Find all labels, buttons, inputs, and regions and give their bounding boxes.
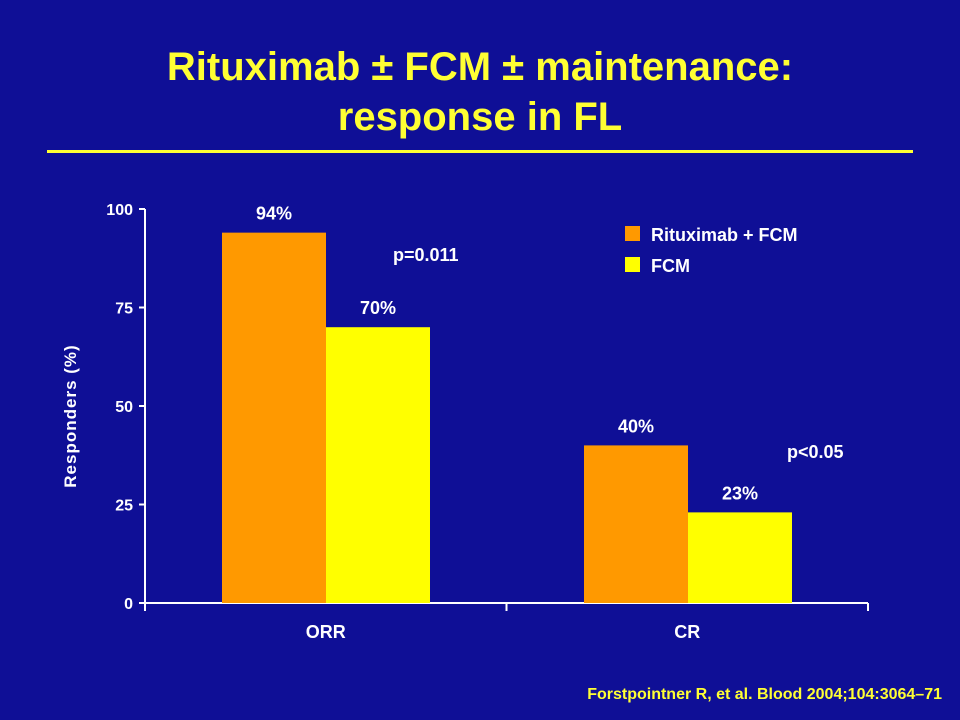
y-tick-label: 100 [106,202,133,219]
bar-orr-series-1 [222,232,326,603]
legend-label-series-1: Rituximab + FCM [651,225,798,245]
bar-cr-series-2 [688,512,792,603]
legend-swatch-series-1 [625,226,640,241]
data-label-cr-series-1: 40% [618,416,654,436]
bar-cr-series-1 [584,445,688,603]
y-axis-label: Responders (%) [61,344,80,487]
legend-label-series-2: FCM [651,256,690,276]
title-line-1: Rituximab ± FCM ± maintenance: [166,45,794,89]
data-label-orr-series-2: 70% [360,298,396,318]
title-line-2: response in FL [337,95,623,139]
citation: Forstpointner R, et al. Blood 2004;104:3… [587,686,942,703]
y-tick-label: 75 [115,301,133,318]
data-label-orr-series-1: 94% [256,204,292,224]
bar-orr-series-2 [326,327,430,603]
p-value-orr: p=0.011 [393,245,459,265]
y-tick-label: 0 [124,596,133,613]
title-divider [47,150,913,153]
slide-title: Rituximab ± FCM ± maintenance: response … [0,42,960,142]
y-tick-label: 50 [115,399,133,416]
x-tick-label-orr: ORR [306,622,346,642]
legend-swatch-series-2 [625,257,640,272]
y-tick-label: 25 [115,498,133,515]
p-value-cr: p<0.05 [787,442,844,462]
data-label-cr-series-2: 23% [722,483,758,503]
x-tick-label-cr: CR [674,622,700,642]
